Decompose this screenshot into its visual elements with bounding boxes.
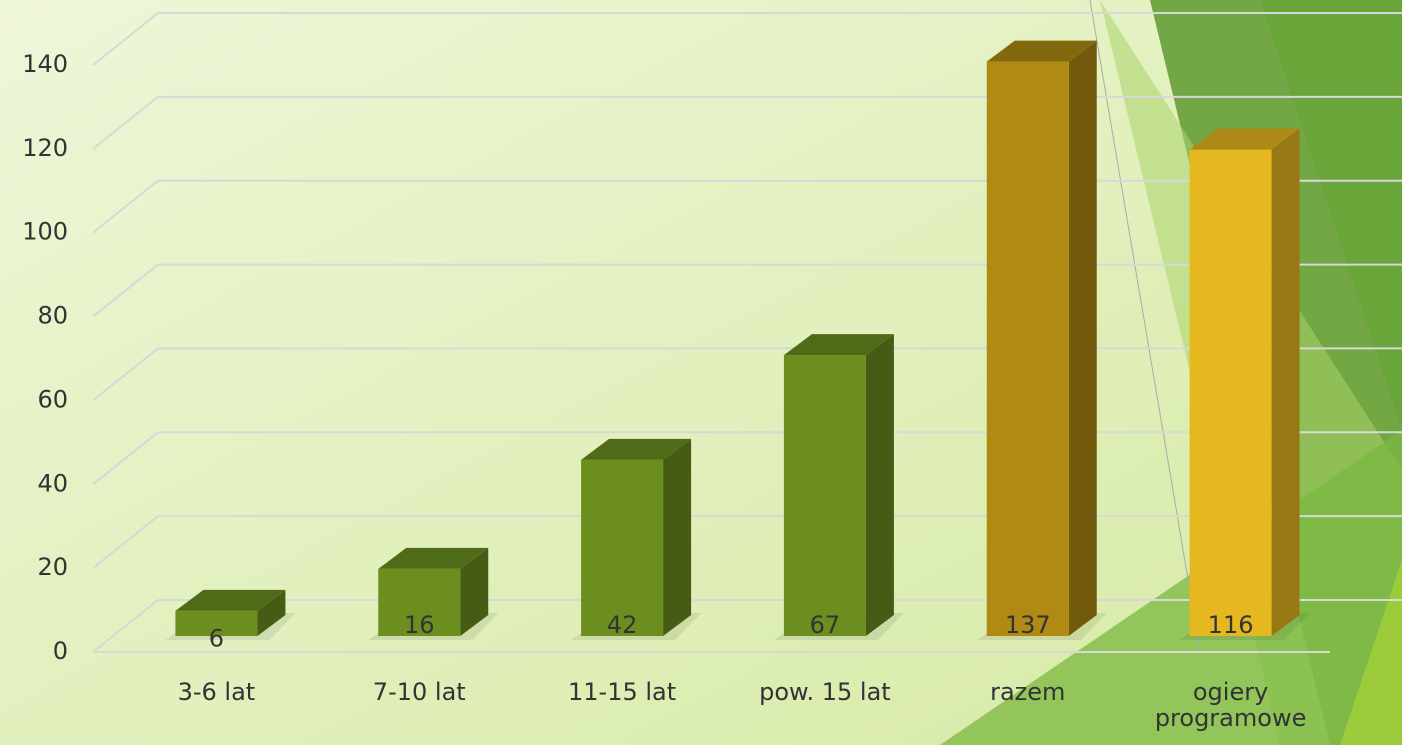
x-tick-label: razem — [990, 678, 1066, 706]
decor-line — [1089, 0, 1201, 651]
x-tick-label: 11-15 lat — [568, 678, 677, 706]
bar — [783, 355, 866, 636]
bar-top — [581, 438, 692, 460]
data-label: 16 — [404, 611, 435, 639]
bar-top — [175, 589, 286, 611]
y-tick-label: 0 — [53, 637, 68, 665]
x-tick-label: ogiery programowe — [1154, 678, 1307, 732]
grid-line — [92, 515, 159, 569]
bar-top — [783, 334, 894, 356]
data-label: 137 — [1005, 611, 1051, 639]
y-tick-label: 80 — [37, 302, 68, 330]
y-tick-label: 120 — [22, 134, 68, 162]
grid-line — [92, 263, 159, 318]
grid-line — [92, 431, 159, 486]
y-tick-label: 40 — [37, 469, 68, 497]
bar-side — [865, 334, 894, 636]
data-label: 6 — [209, 624, 224, 652]
bar — [1189, 149, 1272, 636]
grid-line — [92, 179, 159, 234]
bar-side — [460, 547, 489, 636]
x-tick-label: pow. 15 lat — [759, 678, 891, 706]
y-tick-label: 20 — [37, 553, 68, 581]
bar-side — [1271, 128, 1300, 636]
bar — [175, 610, 258, 636]
bar-top — [378, 547, 489, 569]
decor — [1340, 560, 1402, 745]
x-tick-label: 3-6 lat — [177, 678, 256, 706]
grid-line — [92, 12, 159, 66]
data-label: 67 — [810, 611, 841, 639]
bar-side — [257, 589, 286, 636]
x-tick-label: 7-10 lat — [372, 678, 466, 706]
data-label: 116 — [1208, 611, 1254, 639]
bar-side — [1068, 40, 1097, 637]
bar — [378, 568, 461, 636]
grid-line — [92, 96, 159, 150]
y-tick-label: 100 — [22, 218, 68, 246]
bar-side — [663, 438, 692, 636]
bar — [986, 61, 1069, 637]
grid-line — [92, 599, 159, 653]
data-label: 42 — [607, 611, 638, 639]
grid-line — [92, 347, 159, 402]
bar — [581, 459, 664, 636]
y-tick-label: 60 — [37, 385, 68, 413]
bar-top — [1189, 128, 1300, 150]
bar-top — [986, 40, 1097, 62]
decor — [1260, 0, 1402, 430]
y-tick-label: 140 — [22, 50, 68, 78]
